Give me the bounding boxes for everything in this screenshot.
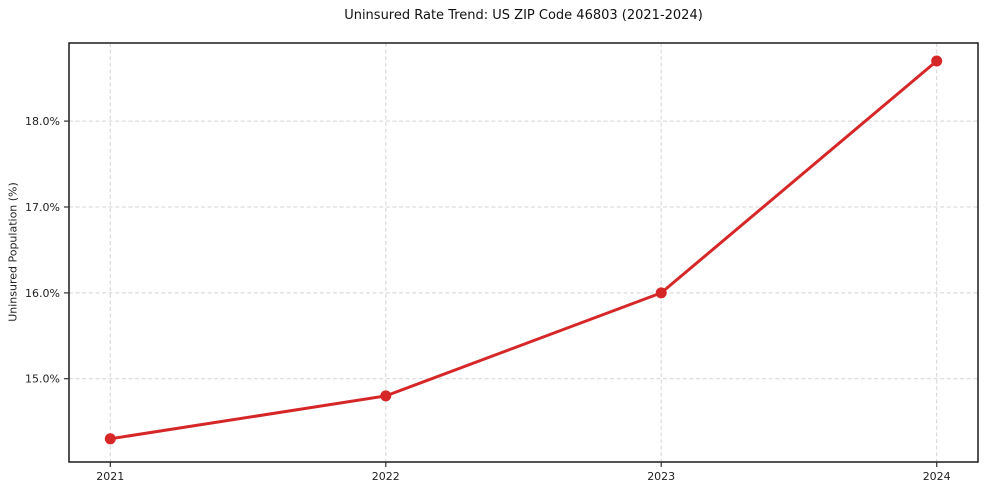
trend-line [108,59,939,441]
data-point [655,287,667,299]
data-point [104,433,116,445]
y-tick-label: 15.0% [25,373,60,386]
x-tick-label: 2022 [372,470,400,483]
x-tick-label: 2024 [923,470,951,483]
y-tick-label: 16.0% [25,287,60,300]
chart-title: Uninsured Rate Trend: US ZIP Code 46803 … [344,8,703,23]
plot-frame [68,42,979,463]
y-tick-label: 17.0% [25,201,60,214]
x-tick-label: 2023 [647,470,675,483]
data-point [380,390,392,402]
data-point [931,55,943,67]
x-tick-label: 2021 [96,470,124,483]
y-tick-label: 18.0% [25,115,60,128]
